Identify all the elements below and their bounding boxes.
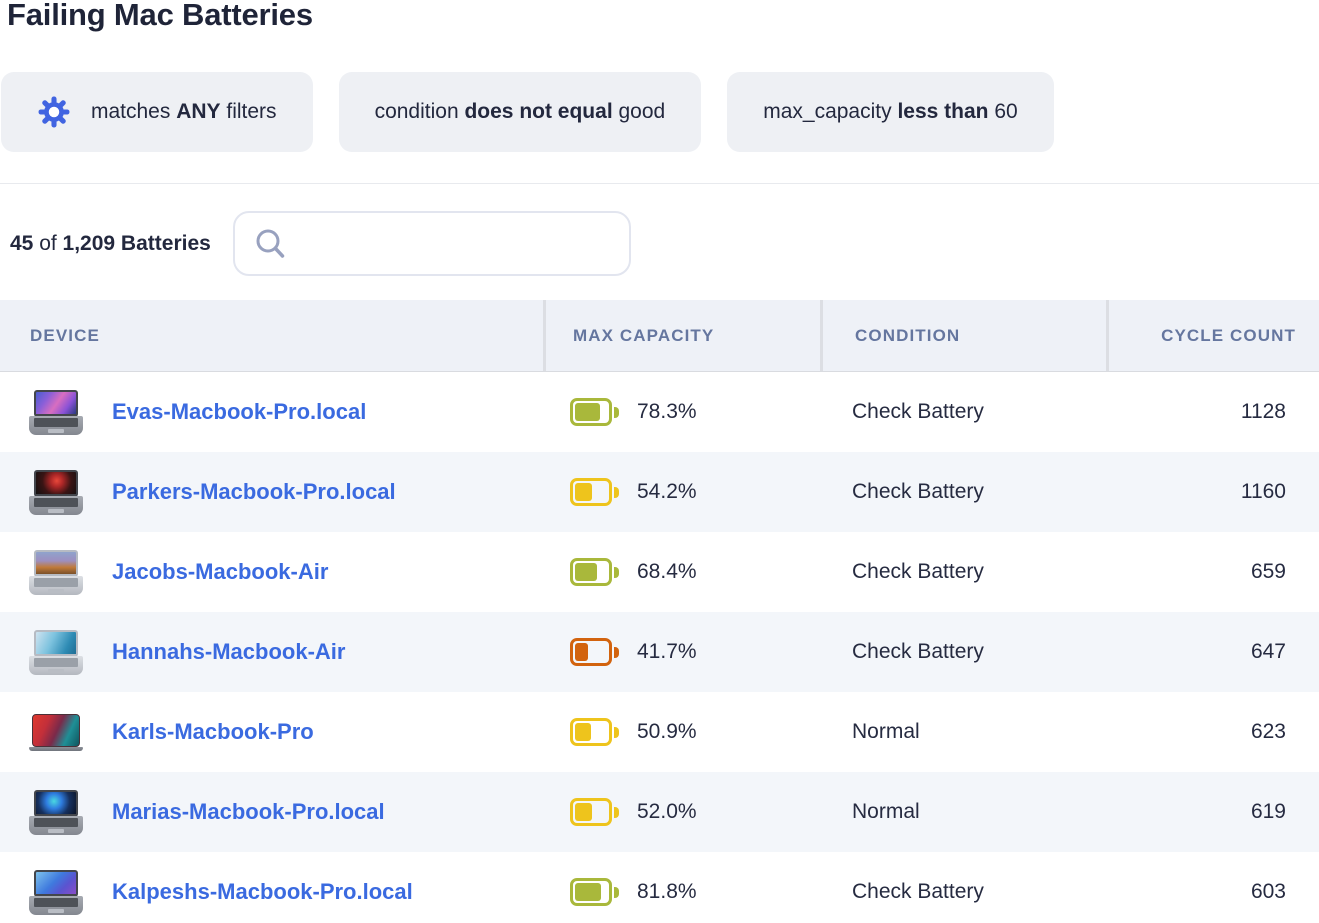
macbook-thumbnail-icon (28, 469, 84, 515)
device-link[interactable]: Kalpeshs-Macbook-Pro.local (112, 879, 413, 904)
macbook-thumbnail-icon (28, 713, 84, 751)
device-link[interactable]: Karls-Macbook-Pro (112, 719, 314, 744)
device-cell: Marias-Macbook-Pro.local (0, 789, 543, 835)
device-link[interactable]: Evas-Macbook-Pro.local (112, 399, 367, 424)
column-header-cycle-count[interactable]: CYCLE COUNT (1106, 300, 1319, 371)
device-link[interactable]: Hannahs-Macbook-Air (112, 639, 346, 664)
toolbar: 45 of 1,209 Batteries (0, 183, 1319, 300)
max-capacity-cell: 50.9% (543, 718, 820, 746)
max-capacity-value: 50.9% (637, 720, 697, 743)
table-header: DEVICE MAX CAPACITY CONDITION CYCLE COUN… (0, 300, 1319, 372)
cycle-count-cell: 647 (1250, 640, 1286, 663)
device-cell: Karls-Macbook-Pro (0, 713, 543, 751)
macbook-thumbnail-icon (28, 789, 84, 835)
table-row: Jacobs-Macbook-Air 68.4% Check Battery 6… (0, 532, 1319, 612)
cycle-count-cell: 623 (1250, 720, 1286, 743)
max-capacity-value: 41.7% (637, 640, 697, 663)
column-header-device[interactable]: DEVICE (30, 325, 100, 345)
battery-icon (570, 398, 619, 426)
search-input[interactable] (298, 232, 615, 255)
filter-chip-label: condition does not equal good (374, 100, 666, 123)
battery-icon (570, 638, 619, 666)
table-row: Karls-Macbook-Pro 50.9% Normal 623 (0, 692, 1319, 772)
table-row: Parkers-Macbook-Pro.local 54.2% Check Ba… (0, 452, 1319, 532)
cycle-count-cell: 1160 (1240, 480, 1286, 503)
filter-max-capacity-chip[interactable]: max_capacity less than 60 (727, 72, 1054, 152)
max-capacity-value: 81.8% (637, 880, 697, 903)
condition-cell: Check Battery (852, 880, 984, 903)
page-title: Failing Mac Batteries (7, 0, 313, 32)
search-box (232, 211, 631, 276)
max-capacity-cell: 54.2% (543, 478, 820, 506)
device-link[interactable]: Marias-Macbook-Pro.local (112, 799, 385, 824)
condition-cell: Check Battery (852, 400, 984, 423)
device-link[interactable]: Jacobs-Macbook-Air (112, 559, 329, 584)
battery-icon (570, 558, 619, 586)
macbook-thumbnail-icon (28, 549, 84, 595)
max-capacity-cell: 78.3% (543, 398, 820, 426)
table-row: Hannahs-Macbook-Air 41.7% Check Battery … (0, 612, 1319, 692)
macbook-thumbnail-icon (28, 629, 84, 675)
max-capacity-cell: 68.4% (543, 558, 820, 586)
max-capacity-cell: 81.8% (543, 878, 820, 906)
max-capacity-value: 52.0% (637, 800, 697, 823)
cycle-count-cell: 1128 (1240, 400, 1286, 423)
macbook-thumbnail-icon (28, 389, 84, 435)
condition-cell: Check Battery (852, 640, 984, 663)
condition-cell: Normal (852, 800, 920, 823)
cycle-count-cell: 619 (1250, 800, 1286, 823)
macbook-thumbnail-icon (28, 869, 84, 915)
max-capacity-cell: 52.0% (543, 798, 820, 826)
filter-condition-chip[interactable]: condition does not equal good (338, 72, 702, 152)
result-count: 45 of 1,209 Batteries (10, 231, 211, 255)
cycle-count-cell: 659 (1250, 560, 1286, 583)
device-link[interactable]: Parkers-Macbook-Pro.local (112, 479, 396, 504)
device-cell: Hannahs-Macbook-Air (0, 629, 543, 675)
device-cell: Jacobs-Macbook-Air (0, 549, 543, 595)
cycle-count-cell: 603 (1250, 880, 1286, 903)
table-row: Evas-Macbook-Pro.local 78.3% Check Batte… (0, 372, 1319, 452)
filter-match-mode-chip[interactable]: matches ANY filters (1, 72, 313, 152)
device-cell: Parkers-Macbook-Pro.local (0, 469, 543, 515)
condition-cell: Check Battery (852, 560, 984, 583)
battery-icon (570, 478, 619, 506)
condition-cell: Normal (852, 720, 920, 743)
battery-icon (570, 718, 619, 746)
battery-icon (570, 798, 619, 826)
filter-chip-label: max_capacity less than 60 (763, 100, 1018, 123)
gear-icon (37, 95, 71, 129)
filter-bar: matches ANY filters condition does not e… (1, 72, 1319, 152)
column-header-max-capacity[interactable]: MAX CAPACITY (543, 300, 820, 371)
max-capacity-value: 78.3% (637, 400, 697, 423)
column-header-condition[interactable]: CONDITION (820, 300, 1106, 371)
max-capacity-cell: 41.7% (543, 638, 820, 666)
filter-chip-label: matches ANY filters (91, 100, 277, 123)
condition-cell: Check Battery (852, 480, 984, 503)
device-cell: Kalpeshs-Macbook-Pro.local (0, 869, 543, 915)
max-capacity-value: 68.4% (637, 560, 697, 583)
table-row: Kalpeshs-Macbook-Pro.local 81.8% Check B… (0, 852, 1319, 923)
device-cell: Evas-Macbook-Pro.local (0, 389, 543, 435)
table-row: Marias-Macbook-Pro.local 52.0% Normal 61… (0, 772, 1319, 852)
search-icon (253, 227, 287, 261)
battery-icon (570, 878, 619, 906)
max-capacity-value: 54.2% (637, 480, 697, 503)
